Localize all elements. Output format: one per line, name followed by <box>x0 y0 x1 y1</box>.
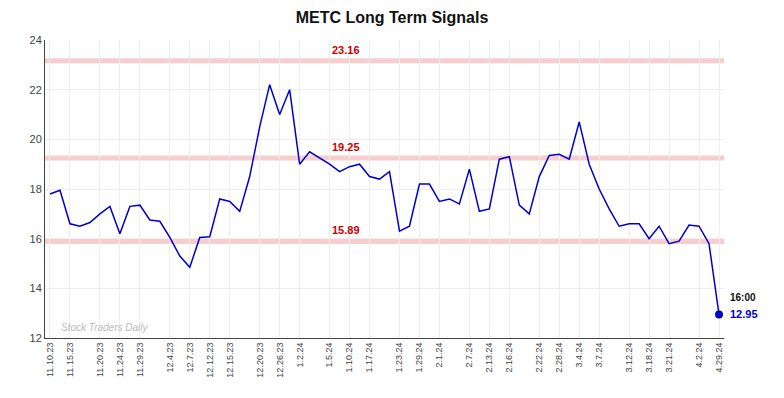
svg-text:16: 16 <box>30 233 42 245</box>
svg-text:METC Long Term Signals: METC Long Term Signals <box>296 9 489 26</box>
svg-text:12: 12 <box>30 332 42 344</box>
svg-text:1.5.24: 1.5.24 <box>325 343 335 368</box>
svg-text:3.12.24: 3.12.24 <box>624 343 634 373</box>
svg-text:1.17.24: 1.17.24 <box>364 343 374 373</box>
svg-text:1.10.24: 1.10.24 <box>344 343 354 373</box>
svg-text:4.29.24: 4.29.24 <box>714 343 724 373</box>
svg-text:2.22.24: 2.22.24 <box>534 343 544 373</box>
svg-text:12.20.23: 12.20.23 <box>255 343 265 378</box>
svg-text:15.89: 15.89 <box>332 224 360 236</box>
svg-text:3.7.24: 3.7.24 <box>594 343 604 368</box>
svg-text:1.23.24: 1.23.24 <box>394 343 404 373</box>
svg-text:18: 18 <box>30 183 42 195</box>
svg-text:Stock Traders Daily: Stock Traders Daily <box>61 322 149 333</box>
svg-text:1.2.24: 1.2.24 <box>295 343 305 368</box>
svg-text:12.26.23: 12.26.23 <box>275 343 285 378</box>
svg-text:11.20.23: 11.20.23 <box>95 343 105 377</box>
svg-text:22: 22 <box>30 84 42 96</box>
svg-text:11.15.23: 11.15.23 <box>65 343 75 377</box>
svg-text:2.13.24: 2.13.24 <box>484 343 494 373</box>
svg-text:16:00: 16:00 <box>730 292 756 303</box>
svg-text:2.16.24: 2.16.24 <box>504 343 514 373</box>
svg-text:4.2.24: 4.2.24 <box>694 343 704 368</box>
svg-text:3.4.24: 3.4.24 <box>574 343 584 368</box>
svg-text:12.4.23: 12.4.23 <box>165 343 175 373</box>
svg-text:11.24.23: 11.24.23 <box>115 343 125 377</box>
svg-text:23.16: 23.16 <box>332 44 360 56</box>
svg-text:2.1.24: 2.1.24 <box>434 343 444 368</box>
svg-text:12.7.23: 12.7.23 <box>185 343 195 373</box>
svg-text:12.15.23: 12.15.23 <box>225 343 235 378</box>
svg-text:20: 20 <box>30 133 42 145</box>
svg-text:24: 24 <box>30 34 42 46</box>
svg-text:2.7.24: 2.7.24 <box>464 343 474 368</box>
svg-text:3.21.24: 3.21.24 <box>664 343 674 373</box>
svg-text:1.29.24: 1.29.24 <box>414 343 424 373</box>
svg-text:2.28.24: 2.28.24 <box>554 343 564 373</box>
svg-text:19.25: 19.25 <box>332 141 360 153</box>
svg-text:11.29.23: 11.29.23 <box>135 343 145 377</box>
svg-text:12.95: 12.95 <box>730 308 758 320</box>
svg-text:14: 14 <box>30 282 42 294</box>
svg-text:11.10.23: 11.10.23 <box>45 343 55 377</box>
svg-text:12.12.23: 12.12.23 <box>205 343 215 378</box>
svg-text:3.18.24: 3.18.24 <box>644 343 654 373</box>
